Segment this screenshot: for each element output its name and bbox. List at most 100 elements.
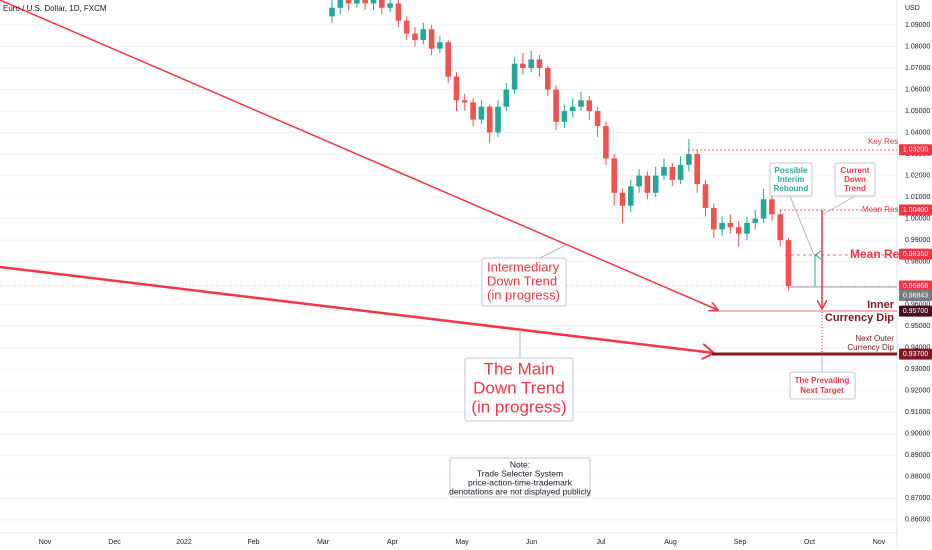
y-tick-label: 0.95000 (905, 323, 930, 330)
candle-body (362, 0, 368, 4)
candle-body (553, 89, 559, 122)
y-tick-label: 0.94000 (905, 345, 930, 352)
label: Down (844, 175, 866, 184)
y-tick-label: 0.93000 (905, 366, 930, 373)
y-tick-label: 0.86000 (905, 517, 930, 524)
intermediary-trend-line (0, 0, 718, 310)
candle-body (478, 106, 485, 120)
label: Inner (867, 299, 895, 311)
candle-body (686, 154, 692, 165)
candle-body (752, 218, 759, 223)
note: price-action-time-trademark (468, 477, 573, 487)
price-label: 1.00400 (903, 207, 928, 214)
axes: 1.09000 1.08000 1.07000 1.06000 1.05000 1.040… (39, 22, 932, 546)
candle-body (694, 154, 700, 185)
x-tick-label: 2022 (176, 539, 192, 546)
candle-body (337, 0, 344, 8)
label: Next Outer (855, 334, 894, 343)
price-label-bg (899, 204, 932, 216)
label: Interim (778, 175, 805, 184)
y-tick-label: 1.04000 (905, 129, 930, 136)
y-tick-label: 1.09000 (905, 22, 930, 29)
candle-body (594, 111, 601, 127)
candle-body (486, 106, 493, 133)
candle-body (437, 42, 443, 49)
callout-box (789, 371, 856, 400)
label: Mean Res (862, 205, 898, 214)
y-tick-label: 0.98000 (905, 259, 930, 266)
label: Current (841, 166, 870, 175)
callout-box (481, 257, 567, 307)
y-tick-label: 0.96000 (905, 302, 930, 309)
candle-body (462, 100, 468, 103)
x-tick-label: May (455, 539, 469, 546)
price-label: 0.93700 (903, 351, 928, 358)
candle-body (453, 76, 460, 101)
price-label: 0.95700 (903, 308, 928, 315)
candle-body (470, 102, 476, 120)
x-tick-label: Jun (526, 539, 537, 546)
y-tick-label: 0.91000 (905, 409, 930, 416)
main-trend-line (0, 265, 714, 353)
candle-body (428, 29, 435, 49)
x-tick-label: Jul (597, 539, 606, 546)
y-tick-label: 1.08000 (905, 43, 930, 50)
price-label-bg (899, 144, 932, 156)
x-tick-label: Apr (387, 539, 399, 546)
y-tick-label: 1.06000 (905, 86, 930, 93)
candle-body (528, 59, 534, 68)
candle-body (545, 67, 551, 90)
candle-body (387, 3, 393, 8)
x-tick-label: Feb (247, 539, 259, 546)
x-tick-label: Nov (873, 539, 886, 546)
label: Rebound (774, 184, 809, 193)
candle-body (329, 7, 335, 17)
candle-body (785, 240, 792, 286)
label: Intermediary (487, 259, 560, 274)
plot (0, 24, 897, 521)
y-tick-label: 1.00000 (905, 215, 930, 222)
label: Possible (775, 166, 808, 175)
candle-body (412, 33, 418, 41)
y-tick-label: 0.89000 (905, 452, 930, 459)
y-tick-label: 1.02000 (905, 172, 930, 179)
y-tick-label: 0.87000 (905, 495, 930, 502)
candle-body (586, 100, 593, 112)
candle-body (379, 0, 385, 8)
label: Mean Res (850, 247, 906, 261)
note: Trade Selecter System (477, 468, 563, 478)
label: Down Trend (487, 273, 557, 288)
candle-body (445, 42, 451, 77)
candle-body (644, 175, 651, 193)
candle-body (669, 166, 676, 180)
x-tick-label: Mar (317, 539, 330, 546)
candle-body (420, 29, 427, 41)
price-label: 0.96868 (903, 283, 928, 290)
price-label: 1.03200 (903, 147, 928, 154)
label: Down Trend (473, 378, 565, 397)
x-tick-label: Aug (664, 539, 677, 546)
price-label: 0.96843 (903, 292, 928, 299)
candle-body (619, 192, 626, 206)
drawings: Key Res Mean Res Mean Res Inner Currency… (0, 0, 906, 498)
candle-body (735, 227, 742, 234)
note: Note: (510, 459, 530, 469)
note-box (449, 457, 591, 498)
x-tick-label: Nov (39, 539, 52, 546)
label: The Prevailing (795, 376, 850, 385)
callout-pointer (821, 195, 856, 216)
candle-body (536, 59, 543, 68)
candle-body (711, 207, 717, 230)
candle-body (603, 126, 609, 159)
candle-body (354, 0, 360, 4)
price-label-bg (899, 280, 932, 292)
price-label: 0.98350 (903, 251, 928, 258)
candle-body (578, 100, 584, 107)
price-label-bg (899, 248, 932, 260)
label: The Main (484, 359, 555, 378)
note: denotations are not displayed publicly (449, 486, 592, 496)
candle-body (760, 199, 767, 219)
label: (in progress) (487, 287, 560, 302)
callout-pointer (539, 244, 567, 259)
